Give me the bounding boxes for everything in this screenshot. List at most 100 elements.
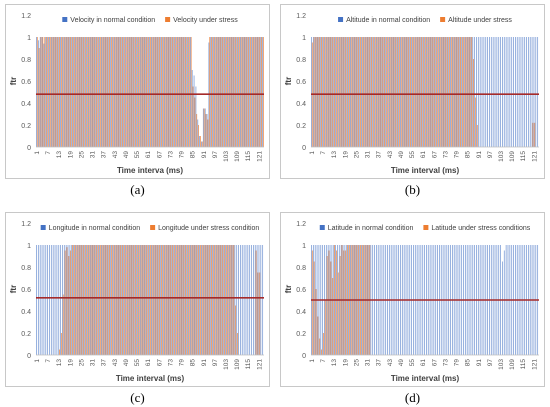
bar-normal	[162, 37, 163, 147]
bar-stress	[46, 37, 47, 147]
bar-stress	[445, 37, 447, 147]
bar-normal	[476, 37, 477, 147]
bar-stress	[214, 37, 216, 147]
bar-normal	[420, 37, 422, 147]
bar-stress	[323, 37, 324, 147]
bar-stress	[131, 37, 133, 147]
bar-normal	[149, 245, 150, 355]
bar-normal	[91, 37, 93, 147]
bar-stress	[246, 37, 248, 147]
bar-stress	[124, 245, 125, 355]
bar-normal	[158, 37, 160, 147]
bar-normal	[65, 37, 67, 147]
bar-normal	[357, 37, 359, 147]
bar-stress	[220, 245, 222, 355]
bar-normal	[60, 37, 61, 147]
bar-normal	[108, 245, 110, 355]
legend: Velocity in normal condition Velocity und…	[59, 15, 241, 25]
x-tick-label: 7	[45, 359, 52, 363]
bar-normal	[442, 37, 444, 147]
bar-stress	[430, 37, 432, 147]
bar-normal	[448, 37, 450, 147]
bar-stress	[137, 245, 138, 355]
x-tick-label: 61	[145, 359, 152, 367]
bar-normal	[515, 37, 516, 147]
bar-stress	[161, 245, 162, 355]
x-tick-label: 1	[309, 151, 316, 155]
bar-stress	[238, 37, 240, 147]
bar-stress	[332, 278, 334, 355]
bar-normal	[383, 37, 385, 147]
bar-stress	[201, 141, 203, 147]
bar-stress	[157, 37, 159, 147]
legend-swatch	[423, 225, 429, 230]
x-tick-label: 25	[78, 151, 85, 159]
bar-stress	[229, 245, 231, 355]
legend-background	[335, 15, 515, 25]
x-tick-label: 97	[212, 151, 219, 159]
bar-stress	[192, 86, 194, 147]
bar-stress	[402, 37, 404, 147]
bar-normal	[91, 245, 93, 355]
bar-stress	[98, 245, 99, 355]
x-tick-label: 115	[245, 151, 252, 162]
bar-normal	[245, 245, 247, 355]
bar-stress	[133, 37, 135, 147]
bar-stress	[419, 37, 421, 147]
bar-stress	[103, 245, 105, 355]
bar-normal	[426, 37, 427, 147]
bar-stress	[153, 37, 155, 147]
bar-normal	[337, 37, 338, 147]
bar-normal	[214, 37, 215, 147]
bar-stress	[51, 37, 53, 147]
x-tick-label: 25	[353, 359, 360, 367]
bar-stress	[187, 245, 188, 355]
bar-stress	[185, 245, 186, 355]
y-tick-label: 0.8	[296, 265, 306, 272]
bar-stress	[229, 37, 231, 147]
y-tick-label: 0.6	[21, 79, 31, 86]
bar-normal	[500, 37, 501, 147]
bar-normal	[505, 37, 507, 147]
bar-normal	[531, 37, 533, 147]
bar-normal	[492, 37, 494, 147]
bar-stress	[88, 37, 90, 147]
bar-normal	[54, 37, 56, 147]
x-axis-label: Time interval (ms)	[391, 166, 460, 175]
bar-stress	[311, 250, 313, 355]
bar-normal	[112, 245, 113, 355]
bar-stress	[203, 245, 205, 355]
bar-normal	[195, 245, 197, 355]
bar-stress	[190, 37, 192, 147]
bar-normal	[466, 37, 468, 147]
y-tick-label: 0.2	[296, 123, 306, 130]
bar-normal	[331, 37, 333, 147]
bar-normal	[247, 37, 249, 147]
x-tick-label: 1	[309, 359, 316, 363]
y-tick-label: 1.2	[296, 13, 306, 20]
y-axis-label: ftr	[9, 285, 18, 293]
x-tick-label: 49	[398, 151, 405, 159]
bar-stress	[380, 37, 382, 147]
bar-normal	[125, 245, 126, 355]
caption-b: (b)	[404, 182, 421, 197]
bar-normal	[173, 245, 175, 355]
bar-normal	[217, 37, 219, 147]
bar-normal	[176, 245, 178, 355]
bar-normal	[459, 37, 461, 147]
bar-normal	[202, 245, 204, 355]
x-tick-label: 121	[256, 151, 263, 162]
bar-stress	[107, 37, 109, 147]
bar-stress	[319, 338, 321, 355]
bar-normal	[479, 37, 481, 147]
x-tick-label: 7	[320, 359, 327, 363]
bar-normal	[178, 245, 180, 355]
bar-normal	[186, 37, 188, 147]
bar-normal	[178, 37, 180, 147]
bar-stress	[218, 37, 220, 147]
bar-stress	[432, 37, 434, 147]
bar-normal	[363, 37, 364, 147]
bar-stress	[61, 333, 62, 355]
x-axis-label: Time interva (ms)	[117, 166, 183, 175]
bar-stress	[347, 37, 348, 147]
